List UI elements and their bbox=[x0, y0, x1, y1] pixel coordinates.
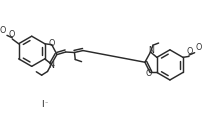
Text: I: I bbox=[42, 100, 44, 109]
Text: O: O bbox=[9, 30, 15, 39]
Text: +: + bbox=[51, 63, 55, 68]
Text: O: O bbox=[49, 38, 55, 48]
Text: O: O bbox=[0, 26, 6, 35]
Text: ⁻: ⁻ bbox=[45, 103, 48, 108]
Text: O: O bbox=[195, 43, 202, 52]
Text: N: N bbox=[148, 46, 154, 55]
Text: O: O bbox=[146, 69, 152, 78]
Text: N: N bbox=[48, 61, 54, 70]
Text: O: O bbox=[186, 47, 192, 56]
